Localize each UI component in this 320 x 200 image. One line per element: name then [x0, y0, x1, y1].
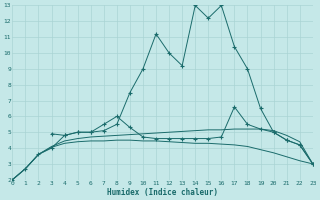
X-axis label: Humidex (Indice chaleur): Humidex (Indice chaleur) — [107, 188, 218, 197]
